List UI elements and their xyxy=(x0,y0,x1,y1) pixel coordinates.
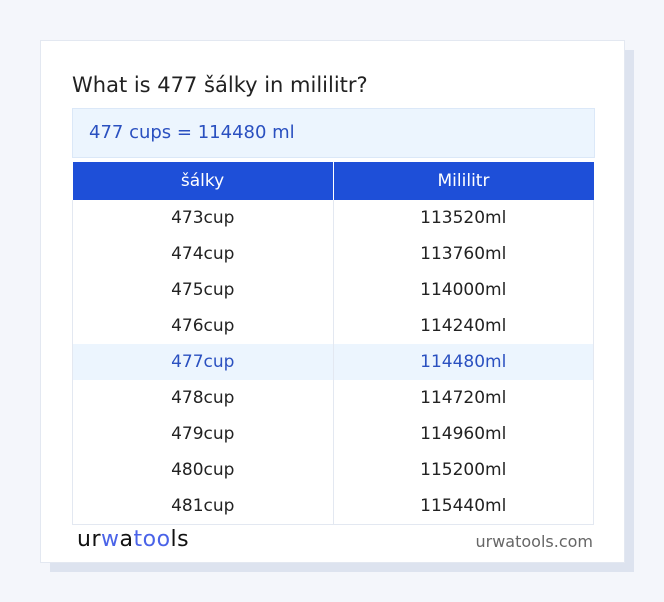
table-row: 475cup 114000ml xyxy=(72,272,594,308)
ml-cell: 114720ml xyxy=(332,380,594,416)
site-link[interactable]: urwatools.com xyxy=(475,532,594,551)
ml-cell: 114480ml xyxy=(332,344,594,380)
cups-cell: 480cup xyxy=(72,452,334,488)
table-row: 477cup 114480ml xyxy=(72,344,594,380)
ml-cell: 115200ml xyxy=(332,452,594,488)
cups-cell: 479cup xyxy=(72,416,334,452)
ml-cell: 114960ml xyxy=(332,416,594,452)
table-row: 480cup 115200ml xyxy=(72,452,594,488)
ml-cell: 113760ml xyxy=(332,236,594,272)
cups-cell: 481cup xyxy=(72,488,334,525)
converter-card: What is 477 šálky in mililitr? 477 cups … xyxy=(40,40,625,563)
cups-cell: 473cup xyxy=(72,200,334,236)
page-title: What is 477 šálky in mililitr? xyxy=(72,73,368,97)
cups-cell: 476cup xyxy=(72,308,334,344)
result-box: 477 cups = 114480 ml xyxy=(72,108,595,158)
cups-cell: 474cup xyxy=(72,236,334,272)
column-header-mililitr: Mililitr xyxy=(332,162,594,200)
cups-cell: 477cup xyxy=(72,344,334,380)
ml-cell: 113520ml xyxy=(332,200,594,236)
table-row: 473cup 113520ml xyxy=(72,200,594,236)
cups-cell: 478cup xyxy=(72,380,334,416)
column-header-salky: šálky xyxy=(72,162,333,200)
urwatools-logo[interactable]: urwatools xyxy=(77,527,190,552)
table-row: 478cup 114720ml xyxy=(72,380,594,416)
ml-cell: 114000ml xyxy=(332,272,594,308)
ml-cell: 115440ml xyxy=(332,488,594,525)
cups-cell: 475cup xyxy=(72,272,334,308)
table-row: 481cup 115440ml xyxy=(72,488,594,525)
table-row: 479cup 114960ml xyxy=(72,416,594,452)
table-row: 474cup 113760ml xyxy=(72,236,594,272)
table-row: 476cup 114240ml xyxy=(72,308,594,344)
ml-cell: 114240ml xyxy=(332,308,594,344)
conversion-table: šálky Mililitr 473cup 113520ml 474cup 11376… xyxy=(72,162,594,525)
